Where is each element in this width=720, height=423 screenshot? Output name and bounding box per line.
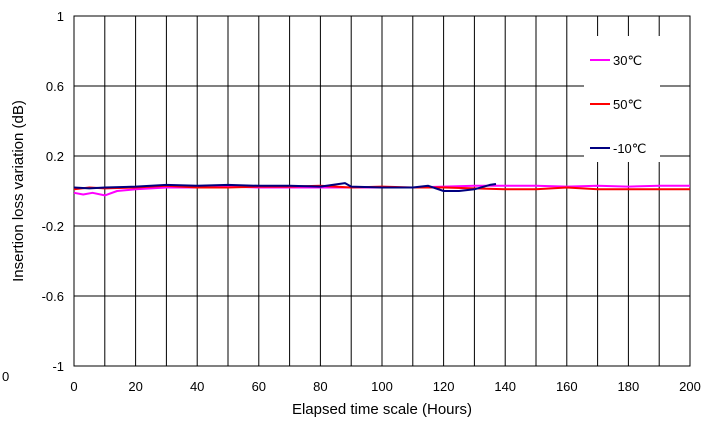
y-tick-label: 0.2: [46, 149, 64, 164]
series-lines: [73, 182, 690, 197]
x-tick-label: 160: [556, 379, 578, 394]
x-axis-title: Elapsed time scale (Hours): [292, 401, 472, 418]
x-tick-label: 140: [494, 379, 516, 394]
y-tick-label: 0.6: [46, 79, 64, 94]
y-tick-label: -1: [52, 359, 64, 374]
y-axis-tick-labels: -1 -0.6 -0.2 0.2 0.6 1: [42, 9, 64, 374]
y-tick-label: -0.2: [42, 219, 64, 234]
x-tick-label: 60: [252, 379, 266, 394]
legend-label: 50℃: [613, 97, 642, 112]
x-tick-label: 100: [371, 379, 393, 394]
series-line-2: [73, 182, 497, 192]
stray-tick-label: 0: [2, 369, 9, 384]
x-tick-label: 180: [618, 379, 640, 394]
legend-label: -10℃: [613, 141, 646, 156]
x-tick-label: 0: [70, 379, 77, 394]
legend-label: 30℃: [613, 53, 642, 68]
x-tick-label: 40: [190, 379, 204, 394]
x-tick-label: 20: [128, 379, 142, 394]
legend-box: [584, 36, 660, 162]
x-tick-label: 120: [433, 379, 455, 394]
plot-area-border: [73, 15, 691, 367]
y-tick-label: -0.6: [42, 289, 64, 304]
y-axis-title: Insertion loss variation (dB): [10, 100, 27, 282]
x-tick-label: 200: [679, 379, 701, 394]
legend: 30℃ 50℃ -10℃: [584, 36, 660, 162]
y-tick-label: 1: [57, 9, 64, 24]
x-tick-label: 80: [313, 379, 327, 394]
x-axis-tick-labels: 0 20 40 60 80 100 120 140 160 180 200: [70, 379, 700, 394]
